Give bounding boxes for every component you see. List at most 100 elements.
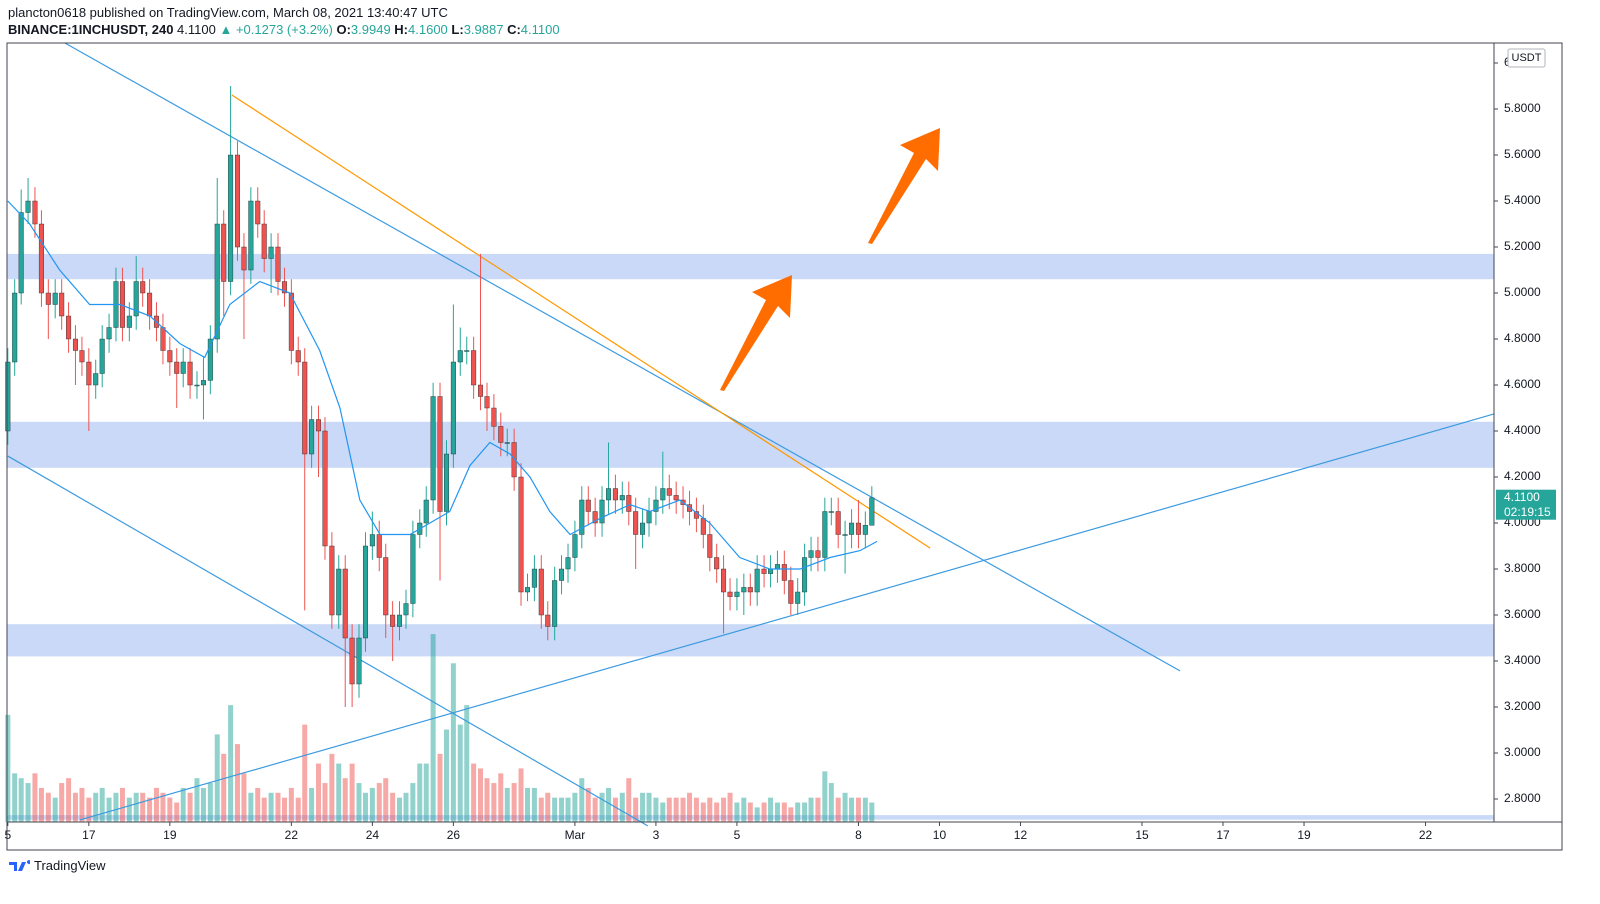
volume-bar xyxy=(552,797,558,822)
volume-bar xyxy=(511,783,517,822)
y-tick-label: 5.4000 xyxy=(1504,193,1541,207)
candle-body xyxy=(626,495,632,512)
volume-bar xyxy=(795,802,801,822)
volume-bar xyxy=(498,773,504,822)
o-label: O: xyxy=(336,22,351,37)
volume-bar xyxy=(410,783,416,822)
volume-bar xyxy=(5,714,11,822)
volume-bar xyxy=(761,802,767,822)
candle-body xyxy=(721,568,727,593)
y-tick-label: 4.6000 xyxy=(1504,377,1541,391)
candle-body xyxy=(72,338,78,351)
candle-body xyxy=(302,361,308,455)
y-tick-label: 5.6000 xyxy=(1504,147,1541,161)
volume-bar xyxy=(147,797,153,822)
volume-bar xyxy=(356,783,362,822)
candle-body xyxy=(511,442,517,478)
candle-body xyxy=(38,223,44,294)
candle-body xyxy=(66,315,72,340)
volume-bar xyxy=(234,744,240,822)
candle-body xyxy=(518,476,524,593)
candle-body xyxy=(234,154,240,248)
candle-body xyxy=(430,396,436,501)
volume-bar xyxy=(336,763,342,822)
x-tick-label: 17 xyxy=(1216,828,1230,842)
volume-bar xyxy=(572,792,578,822)
volume-bar xyxy=(707,797,713,822)
volume-bar xyxy=(322,783,328,822)
volume-bar xyxy=(646,792,652,822)
candle-body xyxy=(788,580,794,604)
candle-body xyxy=(579,499,585,535)
volume-bar xyxy=(52,797,58,822)
volume-bar xyxy=(464,705,470,822)
volume-bar xyxy=(828,783,834,822)
candle-body xyxy=(822,511,828,558)
volume-bar xyxy=(403,792,409,822)
volume-bar xyxy=(261,797,267,822)
candle-body xyxy=(309,419,315,455)
axes: 2.80003.00003.20003.40003.60003.80004.00… xyxy=(4,48,1556,842)
x-tick-label: 15 xyxy=(1135,828,1149,842)
volume-bar xyxy=(693,797,699,822)
candle-body xyxy=(281,281,287,294)
volume-bar xyxy=(599,792,605,822)
candle-body xyxy=(356,637,362,685)
candle-body xyxy=(221,223,227,282)
x-tick-label: 26 xyxy=(447,828,461,842)
candle-body xyxy=(646,511,652,524)
last-price: 4.1100 xyxy=(1504,490,1540,504)
candle-body xyxy=(808,550,814,558)
y-tick-label: 3.0000 xyxy=(1504,745,1541,759)
volume-bar xyxy=(788,807,794,822)
x-tick-label: 22 xyxy=(1419,828,1433,842)
x-tick-label: 3 xyxy=(653,828,660,842)
candle-body xyxy=(390,614,396,627)
candle-body xyxy=(700,518,706,535)
candle-body xyxy=(140,281,146,294)
candle-body xyxy=(862,525,868,535)
volume-bar xyxy=(349,763,355,822)
c-label: C: xyxy=(507,22,521,37)
volume-bar xyxy=(714,802,720,822)
volume-bar xyxy=(167,797,173,822)
candle-body xyxy=(194,384,200,387)
candle-body xyxy=(376,534,382,558)
candle-body xyxy=(443,453,449,512)
volume-bar xyxy=(673,797,679,822)
candle-body xyxy=(261,223,267,259)
volume-bar xyxy=(869,802,875,822)
candle-body xyxy=(336,568,342,616)
candle-body xyxy=(653,499,659,512)
last-price-badge xyxy=(1496,489,1556,520)
h-label: H: xyxy=(394,22,409,37)
c: 4.1100 xyxy=(520,22,560,37)
candle-body xyxy=(86,361,92,386)
volume-bar xyxy=(774,802,780,822)
candle-body xyxy=(768,568,774,574)
candle-body xyxy=(545,614,551,627)
candle-body xyxy=(855,522,861,535)
candle-body xyxy=(633,511,639,535)
y-tick-label: 5.0000 xyxy=(1504,285,1541,299)
candle-body xyxy=(268,246,274,259)
candle-body xyxy=(869,497,875,526)
x-tick-label: 5 xyxy=(734,828,741,842)
candle-body xyxy=(32,200,38,225)
volume-bar xyxy=(423,763,429,822)
trendline xyxy=(64,42,1181,672)
candle-body xyxy=(457,350,463,363)
h: 4.1600 xyxy=(408,22,448,37)
candle-body xyxy=(362,545,368,639)
currency-box xyxy=(1507,48,1546,68)
volume-bar xyxy=(214,734,220,822)
volume-bar xyxy=(174,802,180,822)
volume-bar xyxy=(842,792,848,822)
volume-bar xyxy=(471,763,477,822)
plot xyxy=(5,86,878,708)
candle-body xyxy=(18,212,24,294)
volume-bar xyxy=(288,787,294,822)
countdown: 02:19:15 xyxy=(1504,505,1551,519)
volume-bar xyxy=(579,778,585,822)
